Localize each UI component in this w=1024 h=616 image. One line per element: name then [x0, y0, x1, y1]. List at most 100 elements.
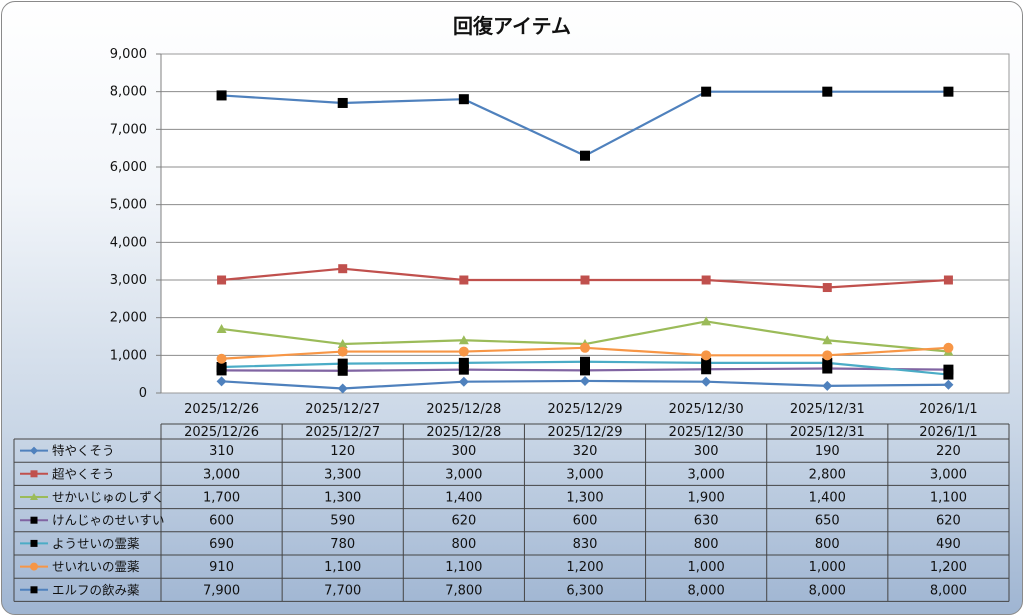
- data-point: [217, 275, 227, 285]
- legend-key-marker: [30, 493, 38, 500]
- data-point: [701, 357, 712, 368]
- y-tick-label: 2,000: [110, 311, 147, 326]
- data-point: [580, 375, 590, 386]
- table-header-cell: 2026/1/1: [919, 425, 977, 440]
- data-point: [701, 86, 712, 97]
- data-point: [459, 275, 469, 285]
- legend-key-marker: [30, 470, 38, 478]
- table-header-cell: 2025/12/26: [184, 425, 259, 440]
- data-point: [943, 86, 954, 97]
- table-cell: 300: [451, 444, 476, 459]
- table-cell: 910: [209, 560, 234, 575]
- data-point: [701, 364, 712, 375]
- data-point: [216, 362, 227, 373]
- data-point: [337, 346, 348, 357]
- x-tick-label: 2025/12/28: [426, 402, 501, 417]
- table-cell: 3,000: [566, 467, 603, 482]
- data-point: [216, 90, 227, 101]
- table-cell: 310: [209, 444, 234, 459]
- table-cell: 3,000: [688, 467, 725, 482]
- table-cell: 490: [936, 537, 961, 552]
- data-point: [458, 357, 469, 368]
- y-tick-label: 4,000: [110, 235, 147, 250]
- data-point: [337, 383, 348, 394]
- y-tick-label: 8,000: [110, 85, 147, 100]
- table-cell: 1,300: [566, 491, 603, 506]
- data-point: [943, 379, 954, 390]
- data-point: [943, 369, 954, 380]
- chart-title: 回復アイテム: [453, 14, 571, 38]
- table-cell: 1,700: [203, 491, 240, 506]
- table-cell: 1,300: [324, 491, 361, 506]
- table-cell: 600: [209, 514, 234, 529]
- table-header-cell: 2025/12/29: [548, 425, 623, 440]
- legend-key-marker: [30, 446, 38, 455]
- x-tick-label: 2025/12/30: [669, 402, 744, 417]
- table-cell: 6,300: [566, 583, 603, 598]
- series-lines: [216, 86, 954, 394]
- data-point: [458, 376, 469, 387]
- data-point: [580, 275, 590, 285]
- table-cell: 1,000: [688, 560, 725, 575]
- table-cell: 630: [694, 514, 719, 529]
- table-cell: 8,000: [809, 583, 846, 598]
- table-cell: 830: [573, 537, 598, 552]
- data-point: [701, 376, 712, 387]
- data-point: [580, 356, 590, 367]
- data-point: [337, 97, 348, 108]
- table-cell: 1,100: [930, 491, 967, 506]
- data-point: [216, 353, 227, 364]
- data-point: [580, 150, 590, 161]
- y-tick-label: 9,000: [110, 47, 147, 62]
- data-point: [458, 94, 469, 105]
- table-cell: 220: [936, 444, 961, 459]
- y-tick-label: 7,000: [110, 122, 147, 137]
- y-tick-label: 1,000: [110, 348, 147, 363]
- table-header-cell: 2025/12/27: [305, 425, 380, 440]
- y-tick-label: 6,000: [110, 160, 147, 175]
- legend-key-marker: [30, 586, 38, 594]
- y-tick-label: 3,000: [110, 273, 147, 288]
- data-point: [337, 365, 348, 376]
- table-cell: 1,900: [688, 491, 725, 506]
- data-point: [701, 275, 711, 285]
- y-tick-label: 5,000: [110, 198, 147, 213]
- legend-key-marker: [30, 516, 38, 524]
- table-cell: 800: [694, 537, 719, 552]
- x-tick-label: 2025/12/26: [184, 402, 259, 417]
- legend-key-marker: [30, 562, 38, 571]
- table-header-cell: 2025/12/30: [669, 425, 744, 440]
- data-point: [458, 335, 469, 345]
- y-axis: 0 1,000 2,000 3,000 4,000 5,000 6,000 7,000 8,00…: [110, 47, 162, 401]
- series-name: エルフの飲み薬: [52, 582, 140, 597]
- series-name: けんじゃのせいすい: [52, 513, 165, 528]
- series-name: せいれいの霊薬: [52, 559, 140, 574]
- data-table: 2025/12/26 2025/12/27 2025/12/28 2025/12/29…: [13, 423, 1010, 602]
- table-header-cell: 2025/12/28: [426, 425, 501, 440]
- table-cell: 320: [573, 444, 598, 459]
- table-cell: 780: [330, 537, 355, 552]
- table-cell: 1,000: [809, 560, 846, 575]
- table-cell: 3,300: [324, 467, 361, 482]
- data-point: [943, 275, 953, 285]
- data-point: [822, 363, 833, 374]
- table-cell: 590: [330, 514, 355, 529]
- table-cell: 7,700: [324, 583, 361, 598]
- table-cell: 1,400: [445, 491, 482, 506]
- table-cell: 8,000: [930, 583, 967, 598]
- x-tick-label: 2025/12/29: [548, 402, 623, 417]
- table-cell: 7,800: [445, 583, 482, 598]
- series-name: ようせいの霊薬: [52, 536, 140, 551]
- series-name: せかいじゅのしずく: [52, 490, 164, 505]
- data-point: [822, 283, 832, 293]
- table-cell: 800: [815, 537, 840, 552]
- table-cell: 190: [815, 444, 840, 459]
- table-cell: 300: [694, 444, 719, 459]
- data-point: [701, 316, 712, 326]
- data-point: [216, 323, 227, 333]
- data-point: [337, 358, 348, 369]
- table-cell: 8,000: [688, 583, 725, 598]
- data-point: [338, 264, 348, 274]
- data-point: [822, 350, 833, 361]
